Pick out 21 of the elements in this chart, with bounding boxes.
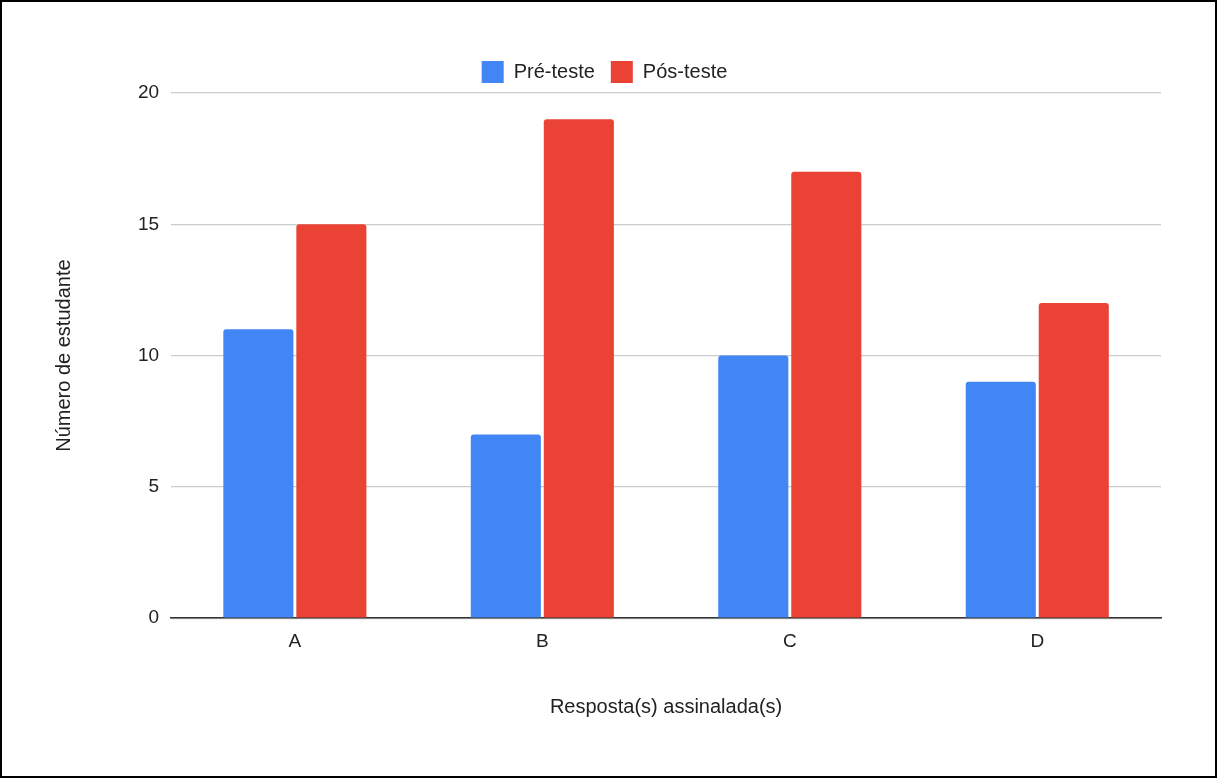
y-tick-label: 15 (137, 212, 160, 234)
x-tick-label: B (535, 629, 549, 651)
bar (965, 381, 1036, 618)
bar (470, 434, 541, 618)
x-tick-label: C (782, 629, 797, 651)
legend-label: Pré-teste (513, 59, 595, 82)
bar (791, 171, 862, 618)
bar (223, 329, 294, 618)
bar (718, 355, 789, 618)
y-tick-label: 5 (148, 475, 160, 497)
legend-label: Pós-teste (642, 59, 728, 82)
bar (1038, 303, 1109, 618)
y-tick-label: 10 (137, 343, 160, 365)
x-tick-label: A (288, 629, 302, 651)
x-tick-label: D (1030, 629, 1045, 651)
y-tick-label: 20 (137, 81, 160, 103)
y-tick-label: 0 (148, 606, 160, 628)
y-axis-title: Número de estudante (51, 259, 74, 452)
x-axis-title: Resposta(s) assinalada(s) (549, 694, 783, 717)
bar (543, 119, 614, 618)
bar (296, 224, 367, 618)
